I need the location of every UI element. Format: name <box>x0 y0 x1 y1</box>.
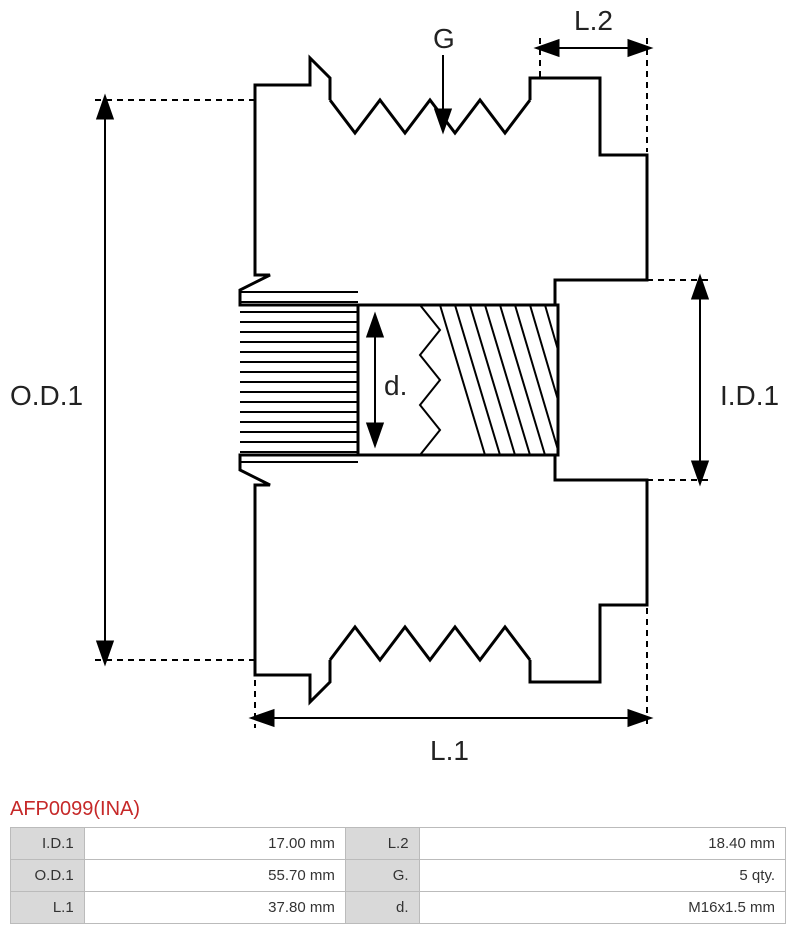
part-number-heading: AFP0099(INA) <box>0 790 796 827</box>
table-row: O.D.1 55.70 mm G. 5 qty. <box>11 860 786 892</box>
spec-key: O.D.1 <box>11 860 85 892</box>
lower-inner-right <box>475 455 647 515</box>
dim-l2-group <box>538 38 649 152</box>
hatch-bore <box>440 305 558 455</box>
dim-od1-group <box>95 98 255 662</box>
spec-value: 37.80 mm <box>84 892 345 924</box>
spec-value: 55.70 mm <box>84 860 345 892</box>
spec-key: L.2 <box>345 828 419 860</box>
bottom-right-flange <box>530 515 647 682</box>
spec-value: 5 qty. <box>419 860 785 892</box>
spec-key: L.1 <box>11 892 85 924</box>
top-left-step <box>255 58 330 100</box>
dim-g-group <box>436 55 450 130</box>
upper-inner-right <box>475 245 647 305</box>
hatch-left <box>240 292 358 462</box>
top-right-flange <box>530 78 647 245</box>
label-l2: L.2 <box>574 5 613 36</box>
dim-l1-group <box>253 608 649 728</box>
bottom-grooves <box>330 627 530 660</box>
pulley-cross-section-svg: O.D.1 I.D.1 L.1 L.2 G d. <box>0 0 796 790</box>
specifications-table: I.D.1 17.00 mm L.2 18.40 mm O.D.1 55.70 … <box>10 827 786 924</box>
upper-inner-left <box>240 100 358 305</box>
label-d: d. <box>384 370 407 401</box>
label-g: G <box>433 23 455 54</box>
label-od1: O.D.1 <box>10 380 83 411</box>
label-l1: L.1 <box>430 735 469 766</box>
dim-id1-group <box>647 278 712 482</box>
technical-diagram: O.D.1 I.D.1 L.1 L.2 G d. <box>0 0 796 790</box>
lower-inner-left <box>240 455 358 660</box>
spec-value: 17.00 mm <box>84 828 345 860</box>
top-grooves <box>330 100 530 133</box>
table-row: L.1 37.80 mm d. M16x1.5 mm <box>11 892 786 924</box>
spec-value: M16x1.5 mm <box>419 892 785 924</box>
thread-profile <box>420 305 440 455</box>
spec-key: G. <box>345 860 419 892</box>
spec-key: I.D.1 <box>11 828 85 860</box>
label-id1: I.D.1 <box>720 380 779 411</box>
dim-d-group <box>368 316 382 444</box>
spec-value: 18.40 mm <box>419 828 785 860</box>
table-row: I.D.1 17.00 mm L.2 18.40 mm <box>11 828 786 860</box>
bottom-left-step <box>255 660 330 702</box>
spec-key: d. <box>345 892 419 924</box>
